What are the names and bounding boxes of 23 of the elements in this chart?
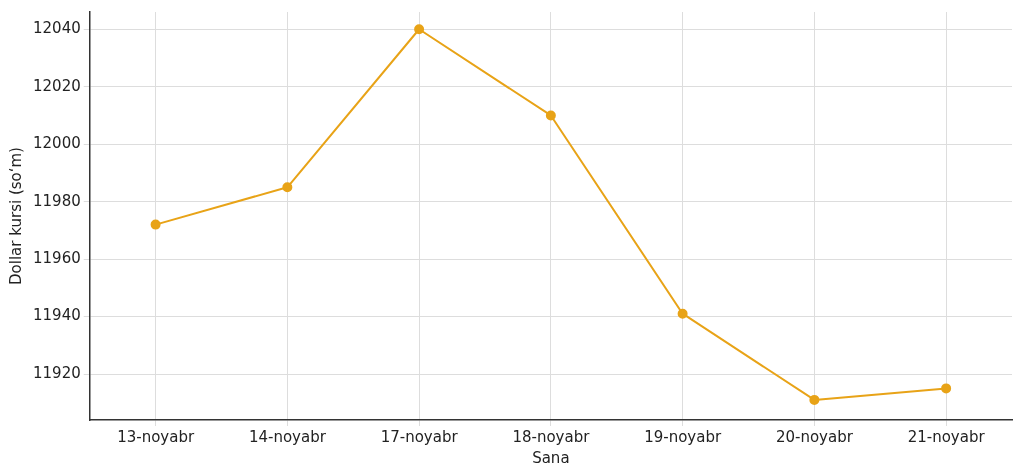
y-tick-label: 12040 — [33, 19, 81, 38]
point — [414, 24, 425, 35]
x-tick-label: 21-noyabr — [907, 427, 986, 446]
x-tick-label: 14-noyabr — [248, 427, 327, 446]
point — [150, 219, 161, 230]
point — [282, 182, 293, 193]
y-tick-label: 11940 — [33, 306, 81, 325]
y-tick-label: 11960 — [33, 248, 81, 267]
y-axis-title: Dollar kursi (so‘m) — [6, 147, 25, 285]
x-tick-label: 13-noyabr — [117, 427, 195, 446]
x-tick-label: 19-noyabr — [644, 427, 722, 446]
y-tick-label: 11920 — [33, 363, 81, 382]
y-tick-label: 12020 — [33, 76, 81, 95]
x-axis-title: Sana — [532, 448, 570, 467]
point — [677, 308, 688, 319]
y-tick-label: 11980 — [33, 191, 81, 210]
point — [545, 110, 556, 121]
x-tick-label: 20-noyabr — [775, 427, 854, 446]
point — [941, 383, 952, 394]
point — [809, 394, 820, 405]
x-tick-label: 18-noyabr — [512, 427, 591, 446]
x-tick-label: 17-noyabr — [380, 427, 459, 446]
y-tick-label: 12000 — [33, 134, 81, 153]
